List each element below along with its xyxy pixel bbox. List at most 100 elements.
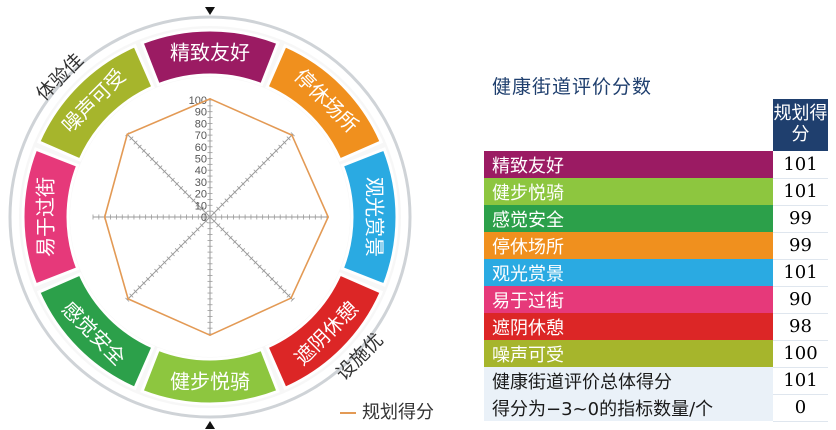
radar-tick: [191, 231, 196, 236]
radar-tick: [269, 152, 275, 158]
series-point: [103, 216, 106, 218]
radar-tick: [261, 161, 266, 166]
radar-tick: [220, 202, 225, 207]
radar-tick: [269, 276, 275, 282]
score-row-value: 0: [773, 394, 828, 422]
radar-tick: [278, 285, 283, 290]
radar-tick: [150, 272, 155, 277]
score-row-value: 101: [773, 178, 828, 206]
category-sector: [340, 147, 399, 287]
radar-tick: [162, 169, 167, 174]
radar-tick: [145, 152, 151, 158]
category-sector: [140, 28, 280, 87]
radar-tick: [228, 235, 233, 240]
score-row-value: 101: [773, 367, 828, 395]
radar-tick: [158, 165, 163, 170]
category-sector: [21, 147, 80, 287]
bottom-marker-icon: [205, 421, 215, 429]
radar-tick: [245, 252, 250, 257]
radar-tick: [166, 256, 171, 261]
radar-tick: [249, 256, 254, 261]
score-row-value: 101: [773, 259, 828, 287]
score-row: 停休场所 99: [484, 232, 828, 260]
radar-tick: [241, 181, 246, 186]
radar-tick: [174, 248, 179, 253]
radar-tick: [162, 260, 167, 265]
score-row-value: 99: [773, 205, 828, 233]
category-sector: [265, 272, 384, 391]
radar-tick: [257, 264, 262, 269]
score-row-label: 精致友好: [484, 151, 773, 178]
radar-tick: [183, 190, 188, 195]
radar-tick: [224, 231, 229, 236]
radar-tick: [232, 239, 237, 244]
radar-tick: [199, 223, 204, 228]
radar-tick: [141, 148, 146, 153]
radar-tick: [253, 169, 258, 174]
score-row: 噪声可受 100: [484, 340, 828, 368]
radar-tick: [125, 297, 130, 302]
radar-tick: [195, 227, 200, 232]
radar-tick: [228, 194, 233, 199]
score-row-label: 健康街道评价总体得分: [484, 367, 773, 394]
radar-tick: [145, 276, 151, 282]
radar-tick: [137, 285, 142, 290]
radar-tick: [216, 206, 221, 211]
radar-tick: [187, 235, 192, 240]
radar-tick: [290, 297, 295, 302]
score-row: 健步悦骑 101: [484, 178, 828, 206]
summary-row: 健康街道评价总体得分 101: [484, 367, 828, 395]
radar-tick: [137, 144, 142, 149]
score-row-value: 98: [773, 313, 828, 341]
series-point: [126, 133, 129, 136]
score-table: 精致友好 101 健步悦骑 101 感觉安全 99 停休场所 99 观光赏景 101 易于过街 90 遮…: [484, 151, 828, 422]
radar-tick: [170, 177, 175, 182]
score-panel-title: 健康街道评价分数: [492, 76, 653, 98]
category-sector: [36, 272, 155, 391]
radar-tick: [253, 260, 258, 265]
radar-tick: [220, 227, 225, 232]
radar-tick: [150, 157, 155, 162]
score-column-header: 规划得分: [773, 99, 828, 151]
score-row-label: 遮阴休憩: [484, 313, 773, 340]
category-label: 健步悦骑: [170, 370, 250, 394]
radar-tick: [261, 268, 266, 273]
category-label: 观光赏景: [363, 177, 387, 257]
radar-tick: [274, 281, 279, 286]
radar-tick: [195, 202, 200, 207]
score-row-label: 停休场所: [484, 232, 773, 259]
radar-tick: [154, 268, 159, 273]
series-point: [127, 298, 129, 300]
radar-tick: [290, 132, 295, 137]
radar-tick: [236, 185, 242, 191]
radar-tick-label: 10: [195, 200, 207, 212]
score-row-label: 健步悦骑: [484, 178, 773, 205]
score-row-label: 噪声可受: [484, 340, 773, 367]
radar-tick-label: 80: [195, 118, 207, 130]
radar-tick-label: 100: [189, 95, 207, 107]
radar-tick: [224, 198, 229, 203]
series-point: [327, 216, 329, 218]
category-label: 易于过街: [34, 177, 58, 257]
chart-legend: 规划得分: [340, 398, 434, 424]
radar-tick: [241, 248, 246, 253]
radar-tick-label: 20: [195, 189, 207, 201]
score-row-value: 99: [773, 232, 828, 260]
radar-tick: [203, 219, 208, 224]
radar-tick: [178, 185, 184, 191]
score-row: 观光赏景 101: [484, 259, 828, 287]
radar-tick: [236, 243, 242, 249]
radar-tick-label: 30: [195, 177, 207, 189]
radar-tick: [212, 219, 217, 224]
radar-tick-label: 0: [201, 212, 207, 224]
series-point: [290, 297, 292, 299]
radar-tick-label: 60: [195, 142, 207, 154]
category-sector: [36, 43, 155, 162]
radar-tick: [265, 157, 270, 162]
score-row: 精致友好 101: [484, 151, 828, 179]
radar-tick: [245, 177, 250, 182]
radar-tick: [158, 264, 163, 269]
radar-tick: [257, 165, 262, 170]
radar-tick: [129, 136, 134, 141]
